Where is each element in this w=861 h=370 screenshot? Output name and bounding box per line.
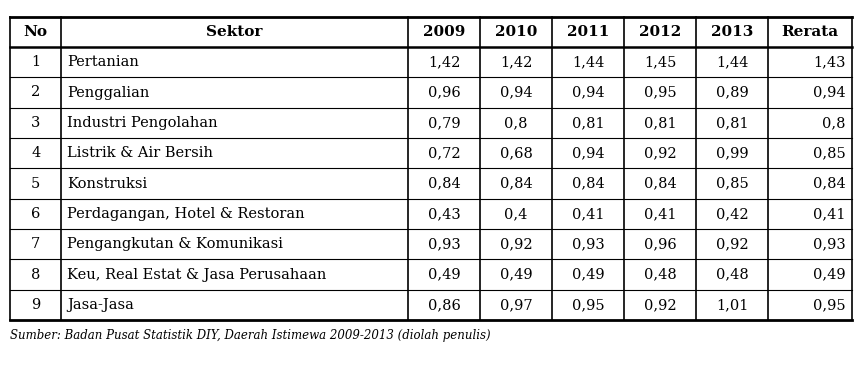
Text: 0,95: 0,95 [643, 85, 676, 100]
Text: 0,95: 0,95 [571, 298, 604, 312]
Text: Sektor: Sektor [206, 25, 263, 39]
Text: 1,01: 1,01 [715, 298, 747, 312]
Text: Sumber: Badan Pusat Statistik DIY, Daerah Istimewa 2009-2013 (diolah penulis): Sumber: Badan Pusat Statistik DIY, Daera… [10, 329, 491, 342]
Text: 0,93: 0,93 [812, 237, 845, 251]
Text: 0,72: 0,72 [427, 146, 460, 160]
Text: Industri Pengolahan: Industri Pengolahan [67, 116, 218, 130]
Text: 2: 2 [31, 85, 40, 100]
Text: 6: 6 [31, 207, 40, 221]
Text: 2013: 2013 [710, 25, 753, 39]
Text: 0,94: 0,94 [812, 85, 845, 100]
Text: 5: 5 [31, 176, 40, 191]
Text: Jasa-Jasa: Jasa-Jasa [67, 298, 134, 312]
Text: 0,68: 0,68 [499, 146, 532, 160]
Text: 0,84: 0,84 [643, 176, 676, 191]
Text: 0,48: 0,48 [643, 268, 676, 282]
Text: 0,93: 0,93 [571, 237, 604, 251]
Text: 0,97: 0,97 [499, 298, 532, 312]
Text: 0,49: 0,49 [499, 268, 532, 282]
Text: 0,84: 0,84 [571, 176, 604, 191]
Text: 0,81: 0,81 [715, 116, 748, 130]
Text: 1,45: 1,45 [643, 55, 676, 69]
Text: 0,94: 0,94 [499, 85, 532, 100]
Text: 0,86: 0,86 [427, 298, 460, 312]
Text: 8: 8 [31, 268, 40, 282]
Text: 2010: 2010 [494, 25, 536, 39]
Text: 0,8: 0,8 [504, 116, 527, 130]
Text: 3: 3 [31, 116, 40, 130]
Text: 0,81: 0,81 [571, 116, 604, 130]
Text: 0,81: 0,81 [643, 116, 676, 130]
Text: Penggalian: Penggalian [67, 85, 150, 100]
Text: 0,92: 0,92 [643, 298, 676, 312]
Text: No: No [24, 25, 47, 39]
Text: 7: 7 [31, 237, 40, 251]
Text: 0,94: 0,94 [571, 146, 604, 160]
Text: Rerata: Rerata [781, 25, 838, 39]
Text: 0,49: 0,49 [812, 268, 845, 282]
Text: 2009: 2009 [422, 25, 465, 39]
Text: 0,92: 0,92 [715, 237, 748, 251]
Text: 0,95: 0,95 [812, 298, 845, 312]
Text: 4: 4 [31, 146, 40, 160]
Text: 0,92: 0,92 [499, 237, 532, 251]
Text: 0,41: 0,41 [812, 207, 845, 221]
Text: 0,41: 0,41 [643, 207, 676, 221]
Text: 1,43: 1,43 [812, 55, 845, 69]
Text: 0,49: 0,49 [427, 268, 460, 282]
Text: 0,79: 0,79 [427, 116, 460, 130]
Text: 0,84: 0,84 [427, 176, 460, 191]
Text: Perdagangan, Hotel & Restoran: Perdagangan, Hotel & Restoran [67, 207, 305, 221]
Text: Pengangkutan & Komunikasi: Pengangkutan & Komunikasi [67, 237, 283, 251]
Text: 1,44: 1,44 [715, 55, 747, 69]
Text: 1,42: 1,42 [427, 55, 460, 69]
Text: 0,96: 0,96 [643, 237, 676, 251]
Text: 0,99: 0,99 [715, 146, 748, 160]
Text: 1,44: 1,44 [572, 55, 604, 69]
Text: 0,85: 0,85 [812, 146, 845, 160]
Text: Konstruksi: Konstruksi [67, 176, 147, 191]
Text: Keu, Real Estat & Jasa Perusahaan: Keu, Real Estat & Jasa Perusahaan [67, 268, 326, 282]
Text: 9: 9 [31, 298, 40, 312]
Text: 0,4: 0,4 [504, 207, 527, 221]
Text: 0,94: 0,94 [571, 85, 604, 100]
Text: 0,84: 0,84 [812, 176, 845, 191]
Text: 0,89: 0,89 [715, 85, 748, 100]
Text: 0,85: 0,85 [715, 176, 748, 191]
Text: Pertanian: Pertanian [67, 55, 139, 69]
Text: 0,84: 0,84 [499, 176, 532, 191]
Text: 2011: 2011 [567, 25, 609, 39]
Text: 0,92: 0,92 [643, 146, 676, 160]
Text: 0,93: 0,93 [427, 237, 460, 251]
Text: 1,42: 1,42 [499, 55, 531, 69]
Text: 0,48: 0,48 [715, 268, 748, 282]
Text: 0,41: 0,41 [571, 207, 604, 221]
Text: 0,42: 0,42 [715, 207, 748, 221]
Text: 0,43: 0,43 [427, 207, 460, 221]
Text: 0,96: 0,96 [427, 85, 460, 100]
Text: 2012: 2012 [638, 25, 680, 39]
Text: 1: 1 [31, 55, 40, 69]
Text: 0,49: 0,49 [571, 268, 604, 282]
Text: 0,8: 0,8 [821, 116, 845, 130]
Text: Listrik & Air Bersih: Listrik & Air Bersih [67, 146, 213, 160]
